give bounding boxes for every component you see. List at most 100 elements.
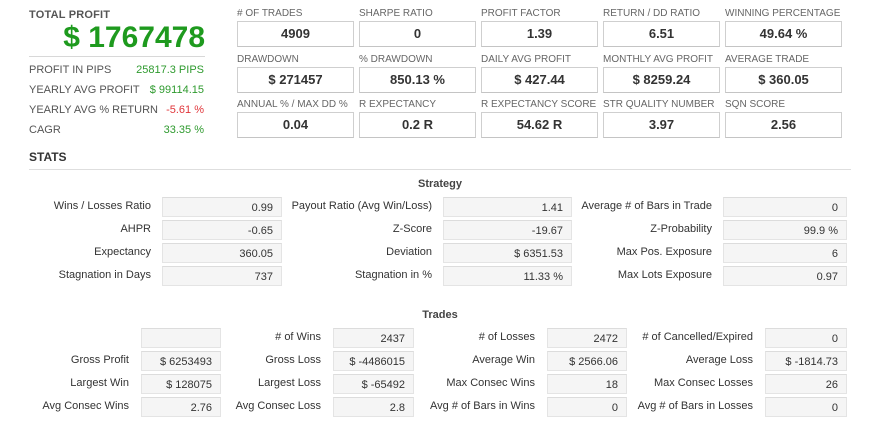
kpi-label: PROFIT FACTOR	[481, 8, 561, 19]
trades-section-title: Trades	[422, 309, 458, 321]
kpi-label: # OF TRADES	[237, 8, 303, 19]
stats-title: STATS	[29, 150, 67, 164]
trades-label: Max Consec Wins	[446, 377, 535, 389]
summary-row-yearly-avg-profit: YEARLY AVG PROFIT $ 99114.15	[29, 80, 204, 99]
strategy-value: 11.33 %	[443, 266, 572, 286]
trades-label: # of Wins	[275, 331, 321, 343]
strategy-value: 0.97	[723, 266, 847, 286]
kpi-return-dd-ratio: RETURN / DD RATIO 6.51	[603, 8, 720, 47]
kpi-value: 54.62 R	[481, 112, 598, 138]
strategy-value: 1.41	[443, 197, 572, 217]
kpi-monthly-avg-profit: MONTHLY AVG PROFIT $ 8259.24	[603, 54, 720, 93]
summary-label: CAGR	[29, 123, 61, 136]
trades-value	[141, 328, 221, 348]
kpi-label: SHARPE RATIO	[359, 8, 433, 19]
trades-value: $ 2566.06	[547, 351, 627, 371]
kpi-label: MONTHLY AVG PROFIT	[603, 54, 714, 65]
summary-value: 25817.3 PIPS	[136, 63, 204, 76]
kpi-drawdown: DRAWDOWN $ 271457	[237, 54, 354, 93]
trades-value: 2472	[547, 328, 627, 348]
strategy-value: 737	[162, 266, 282, 286]
total-profit-label: TOTAL PROFIT	[29, 9, 111, 21]
strategy-label: Deviation	[386, 246, 432, 258]
strategy-label: Expectancy	[94, 246, 151, 258]
trades-value: $ 6253493	[141, 351, 221, 371]
kpi-label: WINNING PERCENTAGE	[725, 8, 841, 19]
trades-label: Max Consec Losses	[653, 377, 753, 389]
trades-value: 2437	[333, 328, 414, 348]
stats-divider	[29, 169, 851, 170]
trades-label: # of Losses	[478, 331, 535, 343]
trades-value: 0	[547, 397, 627, 417]
summary-row-cagr: CAGR 33.35 %	[29, 120, 204, 139]
kpi-value: 1.39	[481, 21, 598, 47]
kpi-label: DAILY AVG PROFIT	[481, 54, 572, 65]
kpi-label: AVERAGE TRADE	[725, 54, 810, 65]
summary-label: YEARLY AVG % RETURN	[29, 103, 158, 116]
kpi-value: 850.13 %	[359, 67, 476, 93]
trades-label: Average Loss	[685, 354, 753, 366]
trades-value: $ -65492	[333, 374, 414, 394]
kpi-value: $ 271457	[237, 67, 354, 93]
trades-value: 0	[765, 397, 847, 417]
trades-value: 2.8	[333, 397, 414, 417]
trades-value: 26	[765, 374, 847, 394]
trades-value: 0	[765, 328, 847, 348]
trades-value: 2.76	[141, 397, 221, 417]
trades-value: $ -1814.73	[765, 351, 847, 371]
kpi-value: $ 360.05	[725, 67, 842, 93]
trades-value: $ -4486015	[333, 351, 414, 371]
kpi-value: 3.97	[603, 112, 720, 138]
kpi-value: 6.51	[603, 21, 720, 47]
kpi-value: 2.56	[725, 112, 842, 138]
strategy-label: Max Pos. Exposure	[616, 246, 712, 258]
strategy-value: 99.9 %	[723, 220, 847, 240]
kpi-average-trade: AVERAGE TRADE $ 360.05	[725, 54, 842, 93]
strategy-label: Stagnation in Days	[58, 269, 151, 281]
strategy-value: -19.67	[443, 220, 572, 240]
strategy-label: Max Lots Exposure	[617, 269, 712, 281]
strategy-label: AHPR	[120, 223, 151, 235]
trades-label: Largest Loss	[258, 377, 321, 389]
trades-label: Avg # of Bars in Losses	[637, 400, 753, 412]
kpi-label: R EXPECTANCY SCORE	[481, 99, 597, 110]
kpi-value: 0.2 R	[359, 112, 476, 138]
kpi-sharpe-ratio: SHARPE RATIO 0	[359, 8, 476, 47]
kpi-drawdown: % DRAWDOWN 850.13 %	[359, 54, 476, 93]
kpi-value: 4909	[237, 21, 354, 47]
summary-divider	[29, 56, 205, 57]
kpi-of-trades: # OF TRADES 4909	[237, 8, 354, 47]
kpi-value: $ 8259.24	[603, 67, 720, 93]
kpi-label: R EXPECTANCY	[359, 99, 437, 110]
strategy-label: Z-Score	[392, 223, 432, 235]
kpi-label: SQN SCORE	[725, 99, 786, 110]
strategy-label: Wins / Losses Ratio	[53, 200, 151, 212]
kpi-value: $ 427.44	[481, 67, 598, 93]
kpi-value: 49.64 %	[725, 21, 842, 47]
summary-row-profit-in-pips: PROFIT IN PIPS 25817.3 PIPS	[29, 60, 204, 79]
kpi-str-quality-number: STR QUALITY NUMBER 3.97	[603, 99, 720, 138]
kpi-value: 0	[359, 21, 476, 47]
trades-label: Avg Consec Loss	[235, 400, 321, 412]
trades-label: Gross Profit	[70, 354, 129, 366]
strategy-label: Payout Ratio (Avg Win/Loss)	[291, 200, 432, 212]
strategy-value: 360.05	[162, 243, 282, 263]
summary-value: 33.35 %	[163, 123, 204, 136]
kpi-label: STR QUALITY NUMBER	[603, 99, 715, 110]
kpi-value: 0.04	[237, 112, 354, 138]
trades-label: Average Win	[472, 354, 535, 366]
summary-value: -5.61 %	[166, 103, 204, 116]
trades-label: Gross Loss	[265, 354, 321, 366]
kpi-daily-avg-profit: DAILY AVG PROFIT $ 427.44	[481, 54, 598, 93]
strategy-value: 0.99	[162, 197, 282, 217]
strategy-value: 6	[723, 243, 847, 263]
summary-label: YEARLY AVG PROFIT	[29, 83, 140, 96]
kpi-annual-max-dd: ANNUAL % / MAX DD % 0.04	[237, 99, 354, 138]
trades-label	[0, 327, 129, 348]
strategy-value: -0.65	[162, 220, 282, 240]
kpi-r-expectancy-score: R EXPECTANCY SCORE 54.62 R	[481, 99, 598, 138]
kpi-winning-percentage: WINNING PERCENTAGE 49.64 %	[725, 8, 842, 47]
trades-label: # of Cancelled/Expired	[642, 331, 753, 343]
summary-row-yearly-avg-return: YEARLY AVG % RETURN -5.61 %	[29, 100, 204, 119]
summary-label: PROFIT IN PIPS	[29, 63, 112, 76]
